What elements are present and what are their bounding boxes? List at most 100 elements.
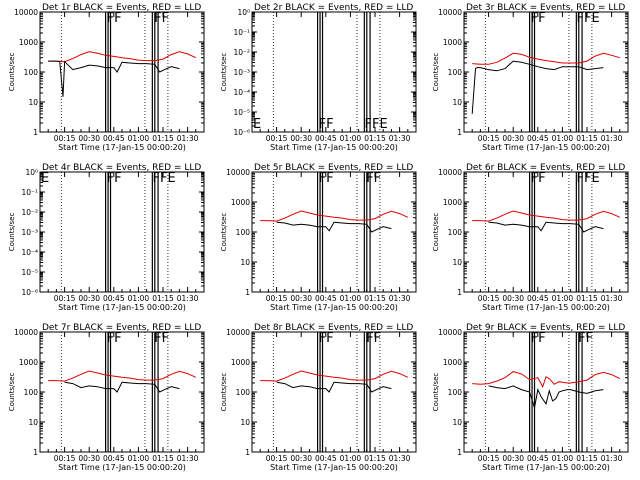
- panel-9: Det 9r BLACK = Events, RED = LLD 1 10 100 10…: [432, 323, 629, 472]
- panel-6: Det 6r BLACK = Events, RED = LLD 1 10 100 10…: [432, 163, 629, 312]
- flag-label: E: [253, 117, 261, 132]
- y-tick-label: 10: [28, 418, 38, 427]
- y-tick-label: 100: [24, 388, 39, 397]
- x-tick-label: 01:15: [576, 454, 598, 463]
- plot-frame: [251, 171, 417, 293]
- x-tick-label: 01:30: [177, 294, 199, 303]
- y-tick-label: 10000: [438, 328, 462, 337]
- x-tick-label: 01:30: [389, 294, 411, 303]
- x-axis-label: Start Time (17-Jan-15 00:00:20): [58, 463, 186, 472]
- x-axis-label: Start Time (17-Jan-15 00:00:20): [58, 303, 186, 312]
- y-tick-label: 10⁻³: [21, 228, 38, 237]
- x-tick-label: 01:15: [152, 294, 174, 303]
- x-tick-label: 01:00: [128, 454, 150, 463]
- plot-frame: [39, 331, 205, 453]
- x-tick-label: 01:30: [389, 454, 411, 463]
- plot-frame: [251, 331, 417, 453]
- x-tick-label: 00:30: [290, 454, 312, 463]
- flag-label: FFE: [365, 117, 388, 132]
- x-tick-label: 01:15: [364, 454, 386, 463]
- x-tick-label: 00:45: [103, 134, 125, 143]
- plot-frame: [463, 331, 629, 453]
- x-tick-label: 01:00: [552, 294, 574, 303]
- x-tick-label: 01:00: [340, 294, 362, 303]
- y-tick-label: 1: [33, 448, 38, 457]
- y-tick-label: 10⁻⁴: [21, 248, 38, 257]
- x-tick-label: 01:15: [576, 134, 598, 143]
- x-tick-label: 00:45: [527, 294, 549, 303]
- x-tick-label: 01:00: [552, 454, 574, 463]
- y-tick-label: 1000: [19, 38, 38, 47]
- flag-label: FF: [366, 171, 381, 186]
- x-tick-label: 00:15: [266, 134, 288, 143]
- x-axis-label: Start Time (17-Jan-15 00:00:20): [482, 143, 610, 152]
- series-events: [276, 381, 392, 393]
- y-axis-label: Counts/sec: [432, 213, 440, 252]
- x-axis-label: Start Time (17-Jan-15 00:00:20): [482, 303, 610, 312]
- panel-4: Det 4r BLACK = Events, RED = LLD 10⁻⁶ 10⁻⁵…: [8, 163, 205, 312]
- y-tick-label: 10⁻¹: [233, 28, 250, 37]
- y-axis-label: Counts/sec: [8, 53, 16, 92]
- x-tick-label: 01:30: [601, 294, 623, 303]
- x-tick-label: 00:30: [78, 294, 100, 303]
- y-tick-label: 10⁰: [25, 168, 38, 177]
- y-tick-label: 10: [452, 98, 462, 107]
- x-tick-label: 00:30: [502, 134, 524, 143]
- y-tick-label: 10000: [438, 8, 462, 17]
- plot-frame: [463, 171, 629, 293]
- y-tick-label: 1: [33, 128, 38, 137]
- y-tick-label: 1: [457, 448, 462, 457]
- x-tick-label: 00:15: [54, 454, 76, 463]
- x-tick-label: 01:30: [177, 454, 199, 463]
- flag-label: FF: [107, 11, 122, 26]
- x-axis-label: Start Time (17-Jan-15 00:00:20): [270, 463, 398, 472]
- y-tick-label: 1000: [231, 198, 250, 207]
- flag-label: FF: [366, 331, 381, 346]
- series-lld: [48, 51, 197, 63]
- y-tick-label: 10⁻²: [21, 208, 38, 217]
- y-tick-label: 10: [240, 418, 250, 427]
- x-axis-label: Start Time (17-Jan-15 00:00:20): [270, 303, 398, 312]
- series-lld: [472, 210, 621, 222]
- panel-title: Det 9r BLACK = Events, RED = LLD: [466, 323, 625, 333]
- x-tick-label: 00:15: [266, 454, 288, 463]
- y-tick-label: 10000: [14, 328, 38, 337]
- series-lld: [472, 52, 620, 65]
- x-tick-label: 00:30: [502, 454, 524, 463]
- y-tick-label: 100: [448, 388, 463, 397]
- panel-title: Det 6r BLACK = Events, RED = LLD: [466, 163, 625, 173]
- x-tick-label: 01:00: [552, 134, 574, 143]
- x-tick-label: 00:45: [527, 134, 549, 143]
- plot-frame: [39, 171, 205, 293]
- series-lld: [472, 371, 621, 388]
- x-tick-label: 01:15: [364, 294, 386, 303]
- y-tick-label: 1: [245, 448, 250, 457]
- y-tick-label: 10⁻⁵: [233, 108, 250, 117]
- y-tick-label: 10000: [226, 168, 250, 177]
- series-events: [488, 221, 604, 233]
- flag-label: FFE: [577, 11, 600, 26]
- y-tick-label: 100: [24, 68, 39, 77]
- y-tick-label: 1: [457, 288, 462, 297]
- y-tick-label: 1000: [443, 358, 462, 367]
- series-lld: [48, 370, 197, 382]
- panel-title: Det 3r BLACK = Events, RED = LLD: [466, 3, 625, 13]
- series-lld: [260, 210, 409, 222]
- y-tick-label: 10⁻⁵: [21, 268, 38, 277]
- panel-title: Det 7r BLACK = Events, RED = LLD: [42, 323, 201, 333]
- x-tick-label: 01:30: [177, 134, 199, 143]
- x-tick-label: 00:30: [290, 134, 312, 143]
- flag-label: FF: [319, 171, 334, 186]
- flag-label: FF: [531, 11, 546, 26]
- panel-7: Det 7r BLACK = Events, RED = LLD 1 10 100 10…: [8, 323, 205, 472]
- x-tick-label: 00:30: [290, 294, 312, 303]
- series-events: [471, 60, 604, 114]
- x-tick-label: 00:15: [478, 134, 500, 143]
- x-tick-label: 00:45: [103, 294, 125, 303]
- y-tick-label: 10⁻¹: [21, 188, 38, 197]
- y-tick-label: 10: [452, 418, 462, 427]
- flag-label: FF: [319, 331, 334, 346]
- series-events: [276, 221, 392, 233]
- y-tick-label: 100: [236, 228, 251, 237]
- x-tick-label: 00:15: [266, 294, 288, 303]
